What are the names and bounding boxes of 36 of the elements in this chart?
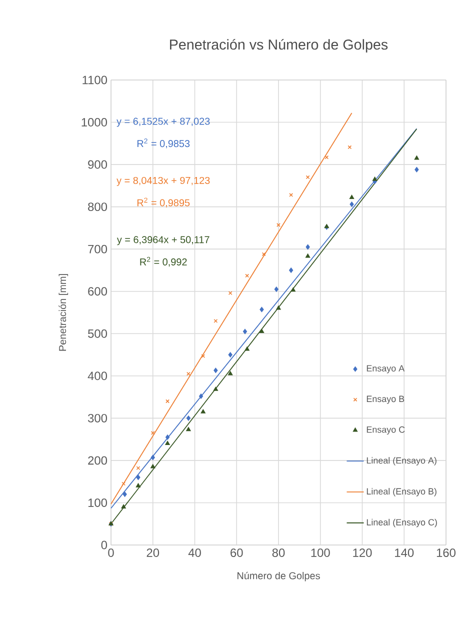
annotation: y = 6,3964x + 50,117 <box>116 236 210 246</box>
x-tick-label: 100 <box>311 548 330 557</box>
legend-label: Lineal (Ensayo A) <box>366 457 436 466</box>
x-axis-title: Número de Golpes <box>238 572 320 582</box>
x-tick-label: 120 <box>353 548 372 557</box>
annotation: y = 8,0413x + 97,123 <box>116 176 210 186</box>
x-tick-label: 20 <box>146 548 160 557</box>
x-tick-label: 80 <box>272 548 285 557</box>
y-axis-title: Penetración [mm] <box>58 274 68 351</box>
annotation: y = 6,1525x + 87,023 <box>116 118 210 127</box>
x-tick-label: 40 <box>188 548 201 557</box>
legend-label: Lineal (Ensayo B) <box>366 488 436 496</box>
legend-label: Lineal (Ensayo C) <box>366 518 437 528</box>
y-tick-label: 1100 <box>82 76 108 84</box>
y-tick-label: 300 <box>88 414 108 422</box>
y-tick-label: 900 <box>88 160 108 169</box>
y-tick-label: 600 <box>88 287 108 296</box>
x-tick-label: 0 <box>108 548 114 557</box>
x-tick-label: 140 <box>395 548 414 557</box>
annotation: R$^{2}$ = 0,992 <box>140 256 187 267</box>
legend-label: Ensayo A <box>366 365 405 374</box>
legend-label: Ensayo C <box>366 426 405 435</box>
legend-label: Ensayo B <box>366 396 404 404</box>
y-tick-label: 200 <box>88 456 108 465</box>
chart-title: Penetración vs Número de Golpes <box>170 38 388 53</box>
y-tick-label: 100 <box>88 498 108 507</box>
annotation: R$^{2}$ = 0,9853 <box>137 138 190 148</box>
y-tick-label: 500 <box>88 329 108 338</box>
annotation: R$^{2}$ = 0,9895 <box>137 198 190 208</box>
x-tick-label: 60 <box>230 548 243 557</box>
y-tick-label: 400 <box>88 372 108 380</box>
y-tick-label: 0 <box>101 540 108 550</box>
y-tick-label: 700 <box>88 244 108 254</box>
x-tick-label: 160 <box>436 548 456 557</box>
y-tick-label: 800 <box>88 202 108 212</box>
y-tick-label: 1000 <box>82 118 108 126</box>
